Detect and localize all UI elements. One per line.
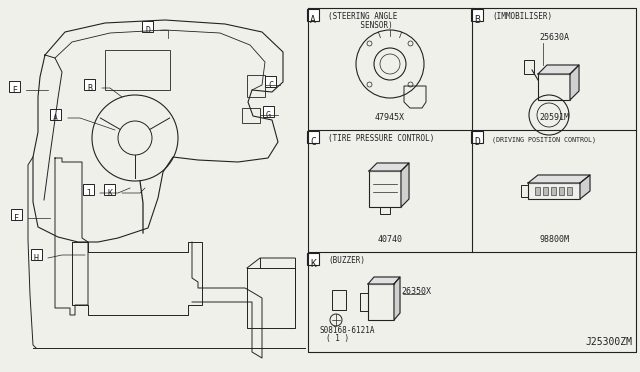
FancyBboxPatch shape	[307, 131, 319, 143]
Text: A: A	[310, 15, 316, 25]
Bar	[551, 187, 556, 195]
FancyBboxPatch shape	[50, 109, 61, 120]
Bar	[332, 290, 346, 310]
Bar	[538, 74, 570, 100]
Text: J25300ZM: J25300ZM	[585, 337, 632, 347]
Text: B: B	[87, 84, 92, 93]
Bar	[535, 187, 540, 195]
Text: ( 1 ): ( 1 )	[326, 334, 349, 343]
Polygon shape	[394, 277, 400, 320]
FancyBboxPatch shape	[263, 106, 274, 117]
FancyBboxPatch shape	[31, 249, 42, 260]
Bar	[368, 284, 394, 320]
Text: (BUZZER): (BUZZER)	[328, 256, 365, 265]
Bar	[528, 183, 580, 199]
Text: C: C	[310, 137, 316, 147]
Text: A: A	[53, 114, 58, 123]
Text: 26350X: 26350X	[401, 287, 431, 296]
Bar	[543, 187, 548, 195]
Bar	[524, 60, 534, 74]
Text: C: C	[268, 81, 273, 90]
Text: H: H	[34, 254, 39, 263]
FancyBboxPatch shape	[265, 76, 276, 87]
Text: B: B	[474, 15, 480, 25]
Bar	[105, 50, 170, 90]
Text: (TIRE PRESSURE CONTROL): (TIRE PRESSURE CONTROL)	[328, 134, 435, 143]
Text: (IMMOBILISER): (IMMOBILISER)	[492, 12, 552, 21]
Text: K: K	[107, 189, 112, 198]
Text: (STEERING ANGLE: (STEERING ANGLE	[328, 12, 397, 21]
Text: E: E	[12, 86, 17, 95]
Text: S08168-6121A: S08168-6121A	[320, 326, 376, 335]
Bar	[369, 171, 401, 207]
Text: J: J	[86, 189, 91, 198]
Text: G: G	[266, 111, 271, 120]
Polygon shape	[528, 175, 590, 183]
Polygon shape	[570, 65, 579, 100]
Bar	[559, 187, 564, 195]
Bar	[380, 207, 390, 214]
Text: F: F	[14, 214, 19, 223]
Text: (DRIVING POSITION CONTROL): (DRIVING POSITION CONTROL)	[492, 136, 596, 142]
FancyBboxPatch shape	[84, 79, 95, 90]
Bar	[521, 185, 528, 197]
FancyBboxPatch shape	[83, 184, 94, 195]
Text: 25630A: 25630A	[539, 33, 569, 42]
Text: 47945X: 47945X	[375, 113, 405, 122]
FancyBboxPatch shape	[142, 21, 153, 32]
Bar	[247, 75, 265, 97]
Text: 20591M: 20591M	[539, 113, 569, 122]
Bar	[567, 187, 572, 195]
FancyBboxPatch shape	[11, 209, 22, 220]
Polygon shape	[538, 65, 579, 74]
FancyBboxPatch shape	[9, 81, 20, 92]
Polygon shape	[401, 163, 409, 207]
FancyBboxPatch shape	[471, 9, 483, 21]
Polygon shape	[368, 277, 400, 284]
Bar	[242, 108, 260, 123]
Text: SENSOR): SENSOR)	[328, 21, 393, 30]
FancyBboxPatch shape	[104, 184, 115, 195]
FancyBboxPatch shape	[471, 131, 483, 143]
FancyBboxPatch shape	[307, 253, 319, 265]
Polygon shape	[580, 175, 590, 199]
FancyBboxPatch shape	[307, 9, 319, 21]
Text: 40740: 40740	[378, 235, 403, 244]
Text: 98800M: 98800M	[539, 235, 569, 244]
Text: K: K	[310, 259, 316, 269]
Text: D: D	[145, 26, 150, 35]
Text: D: D	[474, 137, 480, 147]
Polygon shape	[369, 163, 409, 171]
